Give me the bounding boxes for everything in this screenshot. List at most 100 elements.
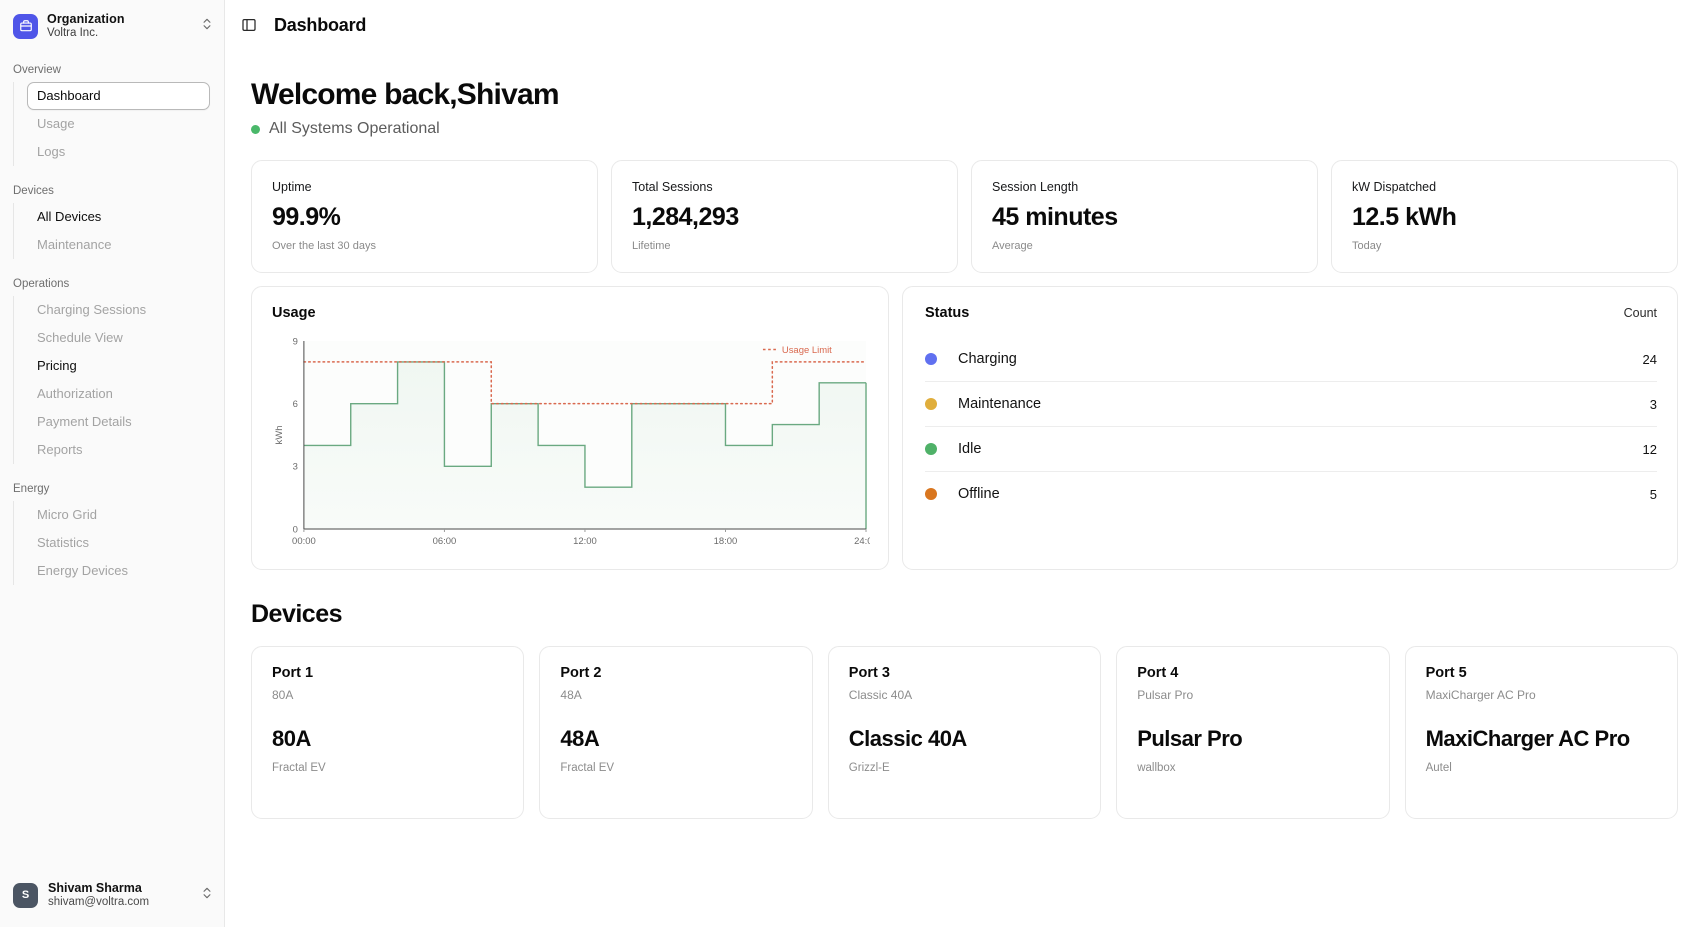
page-title: Dashboard	[274, 14, 367, 35]
status-panel-title: Status	[925, 305, 970, 321]
device-card-port-2[interactable]: Port 2 48A 48A Fractal EV	[539, 646, 813, 819]
stat-label: Total Sessions	[632, 180, 713, 194]
org-name: Organization	[47, 12, 125, 27]
nav-group-overview: Overview Dashboard Usage Logs	[0, 58, 224, 166]
org-subtitle: Voltra Inc.	[47, 26, 99, 39]
svg-text:Usage Limit: Usage Limit	[782, 345, 832, 356]
device-port: Port 2	[560, 665, 602, 681]
system-status: All Systems Operational	[251, 120, 1678, 138]
sidebar-item-maintenance[interactable]: Maintenance	[37, 237, 112, 252]
user-name: Shivam Sharma	[48, 880, 142, 895]
sidebar-item-statistics[interactable]: Statistics	[37, 535, 90, 550]
svg-text:12:00: 12:00	[573, 536, 597, 547]
sidebar-item-authorization[interactable]: Authorization	[37, 386, 113, 401]
stat-sub: Lifetime	[632, 240, 671, 252]
sidebar-item-micro-grid[interactable]: Micro Grid	[37, 507, 97, 522]
status-row-idle[interactable]: Idle 12	[925, 427, 1657, 472]
stat-card-kw-dispatched: kW Dispatched 12.5 kWh Today	[1331, 160, 1678, 273]
usage-chart: 0 3 6 9 kWh 00:00 06:00 12:00 18:00 24:00 Usage Li…	[272, 327, 870, 559]
svg-text:9: 9	[293, 336, 298, 347]
sidebar-item-reports[interactable]: Reports	[37, 442, 83, 457]
stat-value: 12.5 kWh	[1352, 203, 1457, 231]
device-model: 48A	[560, 726, 600, 751]
devices-section-title: Devices	[251, 600, 343, 628]
status-row-maintenance[interactable]: Maintenance 3	[925, 382, 1657, 427]
stat-card-total-sessions: Total Sessions 1,284,293 Lifetime	[611, 160, 958, 273]
device-card-port-1[interactable]: Port 1 80A 80A Fractal EV	[251, 646, 525, 819]
status-label: Offline	[958, 486, 1000, 502]
stat-value: 1,284,293	[632, 203, 739, 231]
avatar: S	[13, 882, 38, 908]
nav-group-title-devices: Devices	[13, 185, 54, 197]
svg-text:6: 6	[293, 399, 298, 410]
status-dot-icon	[251, 124, 260, 134]
device-card-port-5[interactable]: Port 5 MaxiCharger AC Pro MaxiCharger AC…	[1404, 646, 1678, 819]
nav-group-energy: Energy Micro Grid Statistics Energy Devi…	[0, 477, 224, 585]
stat-sub: Today	[1352, 240, 1382, 252]
status-swatch-offline	[925, 488, 937, 500]
briefcase-icon	[13, 13, 38, 39]
mid-row: Usage 0 3 6 9 kWh 00:00 06:00 12:00 18:00 24:00 Us…	[251, 286, 1678, 570]
sidebar-item-logs[interactable]: Logs	[37, 144, 66, 159]
user-menu[interactable]: S Shivam Sharma shivam@voltra.com	[0, 865, 224, 927]
chevron-up-down-icon[interactable]	[200, 886, 214, 905]
topbar: Dashboard	[225, 0, 1702, 50]
sidebar-item-all-devices[interactable]: All Devices	[37, 209, 102, 224]
device-sub: Classic 40A	[848, 688, 913, 702]
svg-text:kWh: kWh	[274, 426, 285, 445]
device-vendor: Fractal EV	[272, 762, 326, 775]
device-sub: MaxiCharger AC Pro	[1425, 688, 1536, 702]
status-swatch-idle	[925, 443, 937, 455]
status-count-header: Count	[1623, 306, 1657, 320]
device-model: MaxiCharger AC Pro	[1425, 726, 1631, 751]
stat-value: 99.9%	[272, 203, 341, 231]
device-vendor: wallbox	[1137, 762, 1176, 775]
status-count: 3	[1649, 396, 1657, 412]
status-swatch-maintenance	[925, 398, 937, 410]
chevron-up-down-icon[interactable]	[200, 17, 214, 36]
panel-toggle-icon[interactable]	[241, 17, 257, 33]
device-vendor: Grizzl-E	[848, 762, 890, 775]
sidebar-item-energy-devices[interactable]: Energy Devices	[37, 563, 129, 578]
sidebar-item-usage[interactable]: Usage	[37, 116, 75, 131]
svg-text:3: 3	[293, 462, 298, 473]
usage-chart-card: Usage 0 3 6 9 kWh 00:00 06:00 12:00 18:00 24:00 Us…	[251, 286, 889, 570]
status-panel: Status Count Charging 24 Maintenance 3	[902, 286, 1678, 570]
content-area: Welcome back,Shivam All Systems Operatio…	[225, 50, 1702, 819]
device-model: Classic 40A	[848, 726, 968, 751]
sidebar-item-dashboard[interactable]: Dashboard	[27, 82, 210, 110]
stats-grid: Uptime 99.9% Over the last 30 days Total…	[251, 160, 1678, 273]
status-row-charging[interactable]: Charging 24	[925, 337, 1657, 382]
stat-card-uptime: Uptime 99.9% Over the last 30 days	[251, 160, 598, 273]
sidebar-item-charging-sessions[interactable]: Charging Sessions	[37, 302, 147, 317]
org-switcher[interactable]: Organization Voltra Inc.	[0, 0, 224, 52]
stat-label: kW Dispatched	[1352, 180, 1437, 194]
device-port: Port 5	[1425, 665, 1467, 681]
devices-grid: Port 1 80A 80A Fractal EV Port 2 48A 48A…	[251, 646, 1678, 819]
nav-group-title-overview: Overview	[13, 64, 61, 76]
device-vendor: Fractal EV	[560, 762, 615, 775]
nav-group-operations: Operations Charging Sessions Schedule Vi…	[0, 272, 224, 464]
system-status-text: All Systems Operational	[269, 120, 440, 137]
status-count: 5	[1649, 486, 1657, 502]
status-label: Maintenance	[958, 396, 1042, 412]
svg-text:00:00: 00:00	[292, 536, 316, 547]
status-count: 12	[1642, 441, 1657, 457]
sidebar-item-schedule-view[interactable]: Schedule View	[37, 330, 123, 345]
status-label: Charging	[958, 351, 1017, 367]
stat-label: Session Length	[992, 180, 1079, 194]
nav-group-title-operations: Operations	[13, 278, 70, 290]
status-count: 24	[1642, 351, 1657, 367]
svg-text:06:00: 06:00	[433, 536, 457, 547]
status-label: Idle	[958, 441, 982, 457]
status-row-offline[interactable]: Offline 5	[925, 472, 1657, 516]
device-card-port-3[interactable]: Port 3 Classic 40A Classic 40A Grizzl-E	[827, 646, 1102, 819]
device-card-port-4[interactable]: Port 4 Pulsar Pro Pulsar Pro wallbox	[1116, 646, 1390, 819]
device-port: Port 3	[848, 665, 890, 681]
stat-label: Uptime	[272, 180, 312, 194]
sidebar-item-pricing[interactable]: Pricing	[37, 358, 77, 373]
nav-group-devices: Devices All Devices Maintenance	[0, 179, 224, 259]
sidebar-item-payment-details[interactable]: Payment Details	[37, 414, 132, 429]
status-swatch-charging	[925, 353, 937, 365]
